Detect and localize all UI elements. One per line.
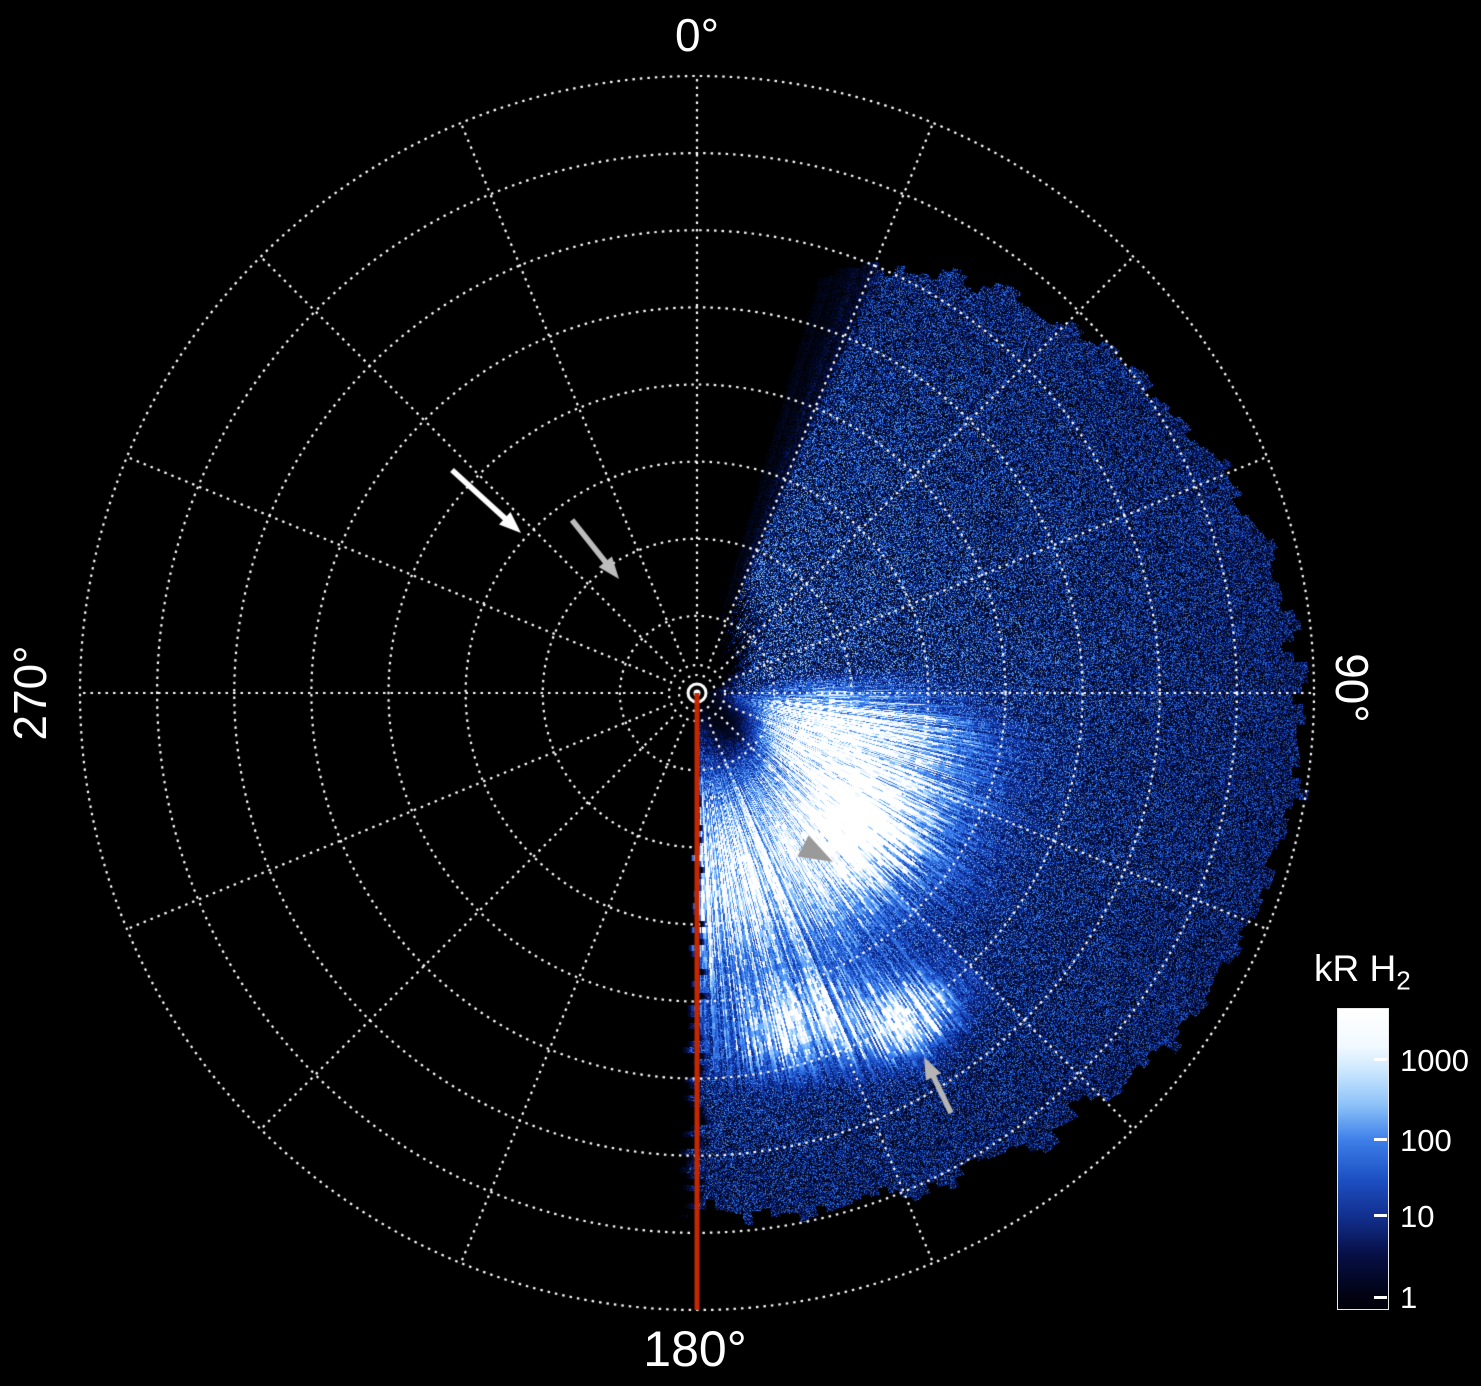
colorbar-tick-mark: [1374, 1138, 1387, 1142]
colorbar: [1337, 1008, 1389, 1310]
colorbar-tick-mark: [1374, 1058, 1387, 1062]
colorbar-title-text: kR H: [1314, 948, 1397, 989]
angle-label-0: 0°: [675, 9, 719, 61]
angle-label-90: 90°: [1326, 653, 1378, 723]
colorbar-tick-label: 1000: [1400, 1042, 1469, 1078]
angle-label-180: 180°: [643, 1321, 747, 1377]
colorbar-title: kR H2: [1314, 948, 1411, 996]
colorbar-tick-mark: [1374, 1214, 1387, 1218]
colorbar-tick-mark: [1374, 1295, 1387, 1299]
colorbar-tick-label: 1: [1400, 1280, 1418, 1315]
angle-label-270: 270°: [4, 645, 56, 741]
colorbar-tick-label: 100: [1400, 1122, 1452, 1158]
colorbar-tick-label: 10: [1400, 1198, 1435, 1234]
colorbar-title-sub: 2: [1396, 965, 1411, 996]
